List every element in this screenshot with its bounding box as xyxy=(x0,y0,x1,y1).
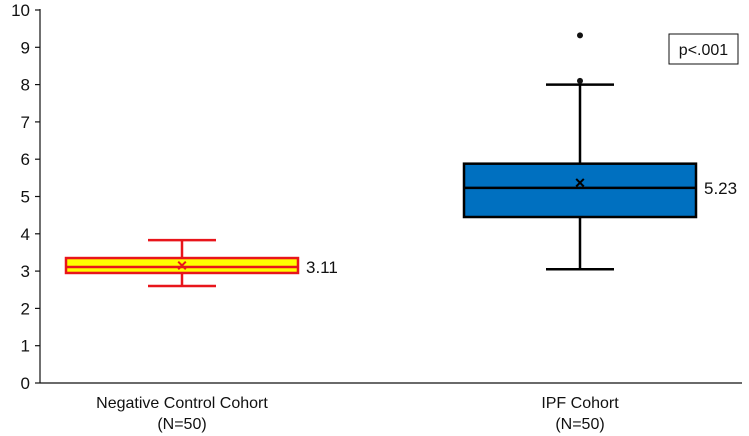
box-series-1: 5.23 xyxy=(462,32,737,271)
y-tick-label: 6 xyxy=(21,150,30,169)
category-label: Negative Control Cohort xyxy=(96,395,268,412)
category-sample-size: (N=50) xyxy=(157,416,206,433)
p-value-box xyxy=(668,33,739,65)
y-tick-label: 9 xyxy=(21,38,30,57)
y-tick-label: 4 xyxy=(21,225,30,244)
y-tick-label: 0 xyxy=(21,374,30,393)
y-tick-label: 3 xyxy=(21,262,30,281)
outlier-point xyxy=(577,77,583,84)
y-tick-label: 2 xyxy=(21,299,30,318)
y-tick-label: 8 xyxy=(21,76,30,95)
boxes: 3.11 5.23 xyxy=(64,32,737,288)
mean-marker xyxy=(575,178,585,188)
p-value-text: p<.001 xyxy=(679,42,728,59)
category-sample-size: (N=50) xyxy=(555,416,604,433)
median-value-label: 5.23 xyxy=(704,179,737,198)
axes: 0 1 2 3 4 5 6 7 8 9 10 xyxy=(11,1,742,393)
y-tick-label: 7 xyxy=(21,113,30,132)
p-value-annotation: p<.001 xyxy=(668,33,739,65)
category-label: IPF Cohort xyxy=(541,395,619,412)
category-labels: Negative Control Cohort (N=50) IPF Cohort (… xyxy=(96,395,619,433)
outlier-point xyxy=(577,32,583,39)
y-tick-label: 5 xyxy=(21,188,30,207)
iqr-box xyxy=(462,162,698,219)
y-tick-label: 1 xyxy=(21,337,30,356)
y-tick-label: 10 xyxy=(11,1,30,20)
median-value-label: 3.11 xyxy=(306,258,338,277)
mean-marker xyxy=(177,260,187,271)
box-series-0: 3.11 xyxy=(64,238,338,288)
